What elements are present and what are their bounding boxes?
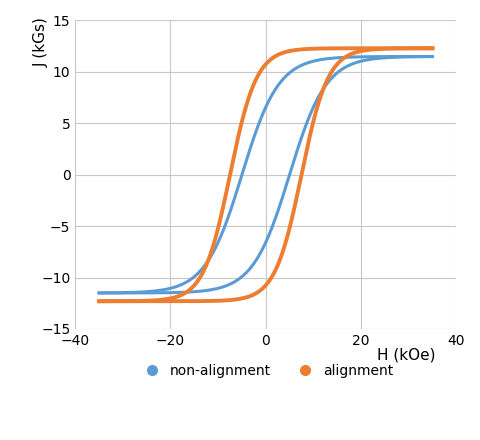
Legend: non-alignment, alignment: non-alignment, alignment — [132, 359, 399, 384]
Y-axis label: J (kGs): J (kGs) — [34, 17, 48, 67]
X-axis label: H (kOe): H (kOe) — [377, 348, 436, 363]
